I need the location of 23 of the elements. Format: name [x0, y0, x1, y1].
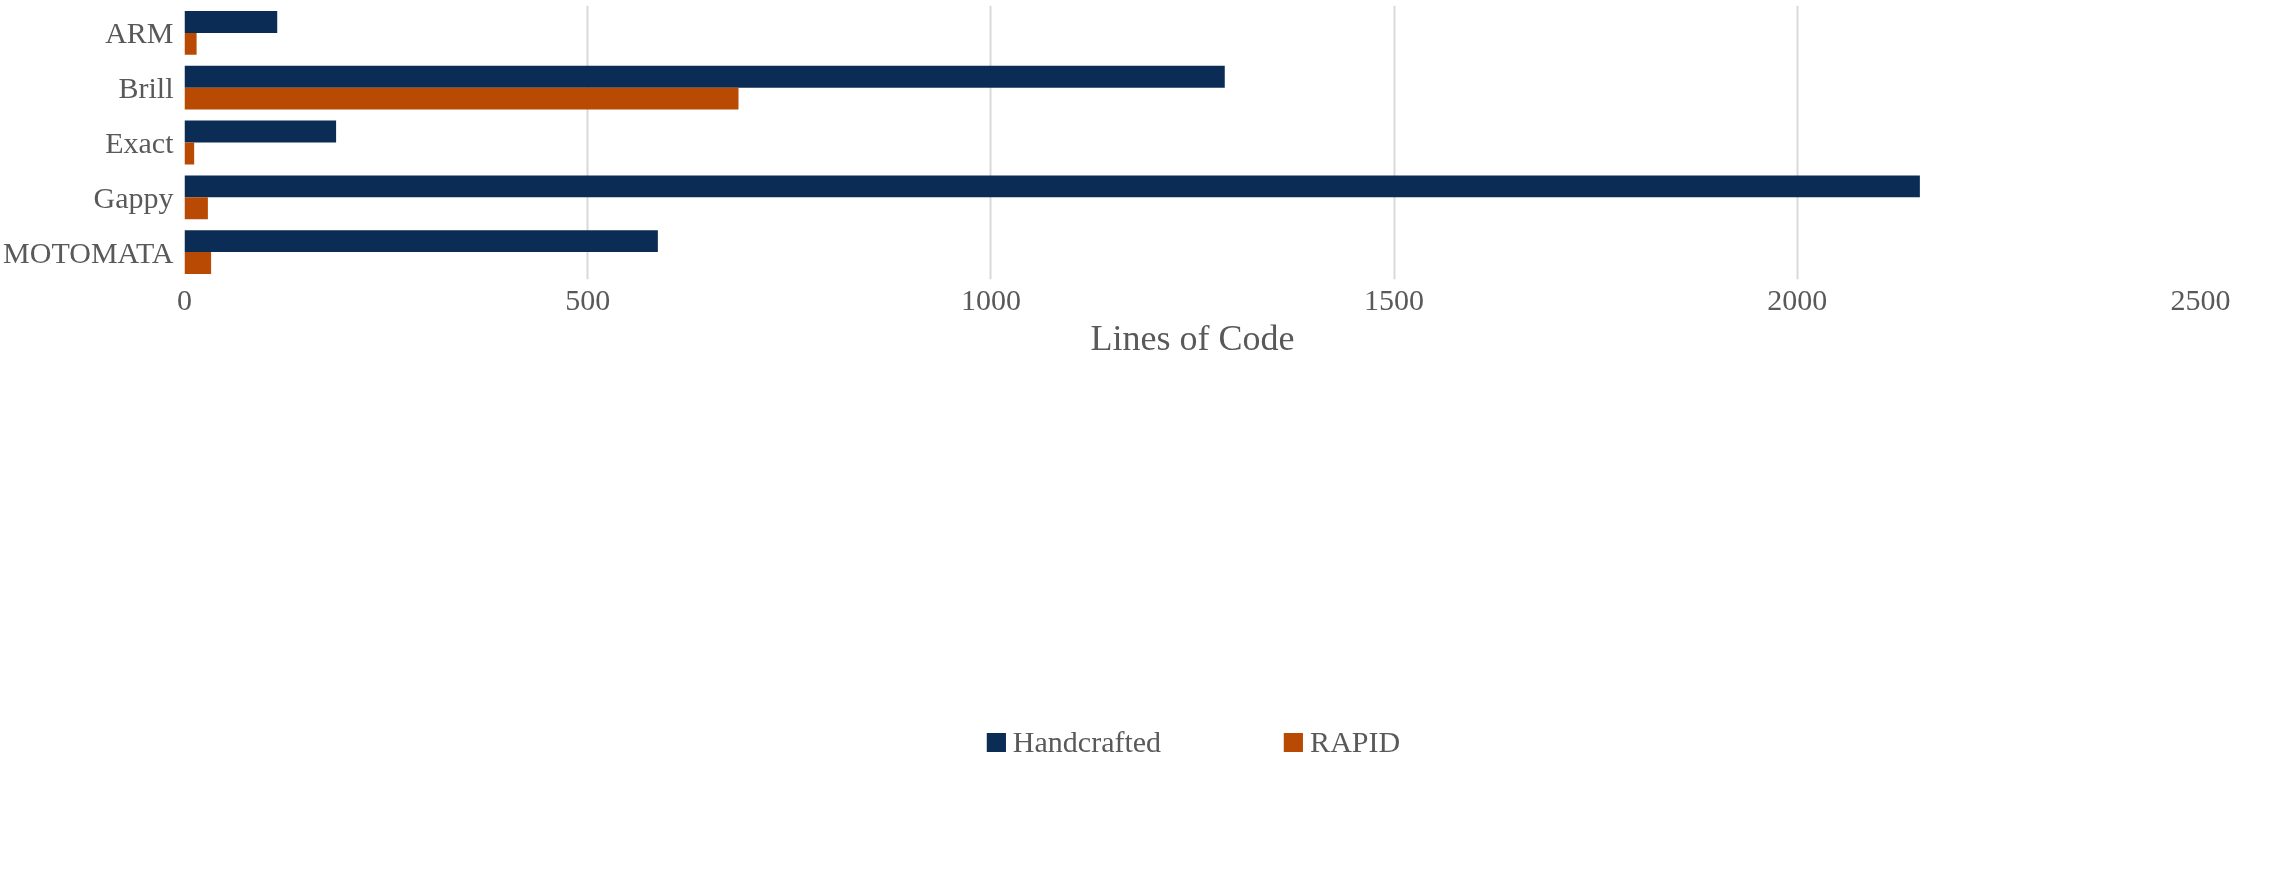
x-axis-title: Lines of Code	[1090, 317, 1295, 358]
bar	[184, 87, 739, 110]
y-tick-label: Gappy	[93, 180, 174, 214]
x-tick-label: 0	[177, 282, 192, 316]
x-tick-label: 500	[565, 282, 611, 316]
x-tick-label: 2000	[1767, 282, 1828, 316]
y-tick-label: Brill	[118, 71, 174, 105]
bar	[184, 175, 1920, 198]
bar	[184, 65, 1225, 88]
legend-label: RAPID	[1310, 724, 1401, 759]
y-tick-label: Exact	[105, 126, 175, 159]
x-tick-label: 1500	[1364, 282, 1425, 316]
bar	[184, 10, 278, 33]
x-tick-label: 2500	[2170, 282, 2231, 316]
legend-label: Handcrafted	[1012, 724, 1162, 759]
x-tick-label: 1000	[960, 282, 1021, 316]
bar	[184, 32, 197, 55]
y-tick-label: ARM	[105, 16, 174, 50]
bar	[184, 252, 212, 275]
bar	[184, 120, 337, 143]
y-tick-label: MOTOMATA	[3, 235, 174, 269]
bar	[184, 230, 658, 253]
bar	[184, 197, 208, 220]
